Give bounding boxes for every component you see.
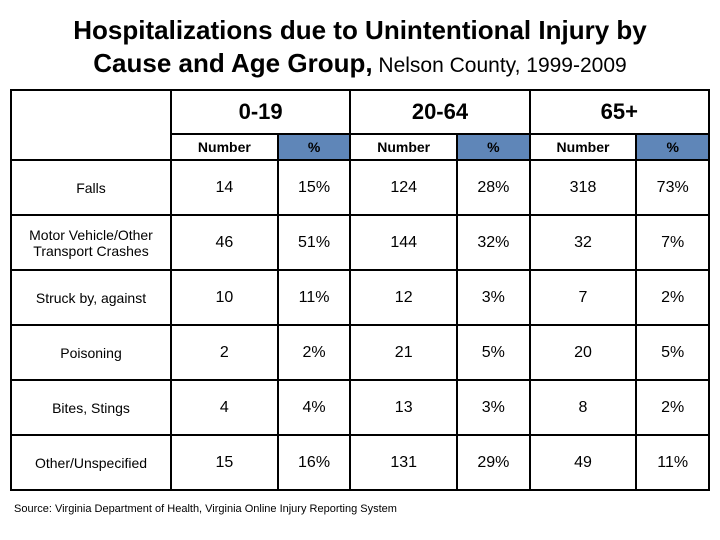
cell-value: 124 (350, 160, 457, 215)
cell-value: 2% (636, 380, 709, 435)
cell-value: 46 (171, 215, 278, 270)
cell-value: 20 (530, 325, 637, 380)
cell-value: 13 (350, 380, 457, 435)
table-row: Other/Unspecified1516%13129%4911% (11, 435, 709, 490)
title-line1: Hospitalizations due to Unintentional In… (73, 15, 646, 45)
cell-value: 2% (636, 270, 709, 325)
injury-table: 0-19 20-64 65+ Number % Number % Number … (10, 89, 710, 491)
subhead-number-1: Number (171, 134, 278, 160)
age-group-65plus: 65+ (530, 90, 709, 134)
cell-value: 14 (171, 160, 278, 215)
row-label: Struck by, against (11, 270, 171, 325)
cell-value: 32 (530, 215, 637, 270)
cell-value: 15 (171, 435, 278, 490)
cell-value: 144 (350, 215, 457, 270)
cell-value: 21 (350, 325, 457, 380)
cell-value: 3% (457, 380, 530, 435)
subhead-percent-1: % (278, 134, 351, 160)
subhead-percent-3: % (636, 134, 709, 160)
blank-corner (11, 90, 171, 134)
subhead-number-2: Number (350, 134, 457, 160)
cell-value: 29% (457, 435, 530, 490)
cell-value: 28% (457, 160, 530, 215)
row-label: Other/Unspecified (11, 435, 171, 490)
page-title: Hospitalizations due to Unintentional In… (10, 14, 710, 79)
table-row: Struck by, against1011%123%72% (11, 270, 709, 325)
cell-value: 8 (530, 380, 637, 435)
table-row: Poisoning22%215%205% (11, 325, 709, 380)
row-label: Poisoning (11, 325, 171, 380)
blank-stub (11, 134, 171, 160)
cell-value: 2% (278, 325, 351, 380)
subheader-row: Number % Number % Number % (11, 134, 709, 160)
cell-value: 2 (171, 325, 278, 380)
row-label: Falls (11, 160, 171, 215)
cell-value: 318 (530, 160, 637, 215)
cell-value: 51% (278, 215, 351, 270)
age-group-row: 0-19 20-64 65+ (11, 90, 709, 134)
cell-value: 32% (457, 215, 530, 270)
cell-value: 49 (530, 435, 637, 490)
cell-value: 11% (636, 435, 709, 490)
cell-value: 5% (636, 325, 709, 380)
cell-value: 12 (350, 270, 457, 325)
table-row: Bites, Stings44%133%82% (11, 380, 709, 435)
cell-value: 7% (636, 215, 709, 270)
table-body: Falls1415%12428%31873%Motor Vehicle/Othe… (11, 160, 709, 490)
cell-value: 4 (171, 380, 278, 435)
age-group-0-19: 0-19 (171, 90, 350, 134)
cell-value: 10 (171, 270, 278, 325)
table-row: Motor Vehicle/Other Transport Crashes465… (11, 215, 709, 270)
cell-value: 73% (636, 160, 709, 215)
subhead-number-3: Number (530, 134, 637, 160)
cell-value: 3% (457, 270, 530, 325)
row-label: Bites, Stings (11, 380, 171, 435)
source-note: Source: Virginia Department of Health, V… (10, 503, 710, 515)
cell-value: 131 (350, 435, 457, 490)
title-line2-sub: Nelson County, 1999-2009 (373, 54, 627, 77)
cell-value: 5% (457, 325, 530, 380)
title-line2-bold: Cause and Age Group, (93, 48, 372, 78)
cell-value: 11% (278, 270, 351, 325)
subhead-percent-2: % (457, 134, 530, 160)
cell-value: 4% (278, 380, 351, 435)
cell-value: 16% (278, 435, 351, 490)
cell-value: 7 (530, 270, 637, 325)
table-row: Falls1415%12428%31873% (11, 160, 709, 215)
age-group-20-64: 20-64 (350, 90, 529, 134)
row-label: Motor Vehicle/Other Transport Crashes (11, 215, 171, 270)
cell-value: 15% (278, 160, 351, 215)
